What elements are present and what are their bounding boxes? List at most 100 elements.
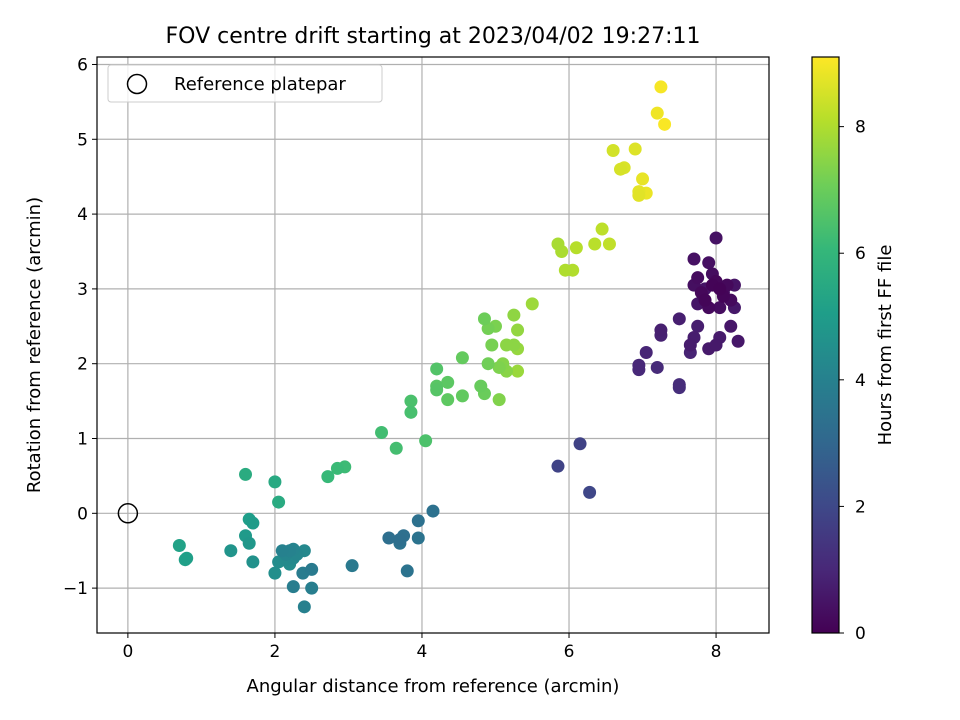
colorbar-tick-label: 4 xyxy=(855,371,866,391)
data-point xyxy=(455,351,469,365)
data-point xyxy=(569,241,583,255)
data-point xyxy=(724,319,738,333)
y-tick-label: 0 xyxy=(77,504,88,524)
data-point xyxy=(658,117,672,131)
data-point xyxy=(492,393,506,407)
y-tick-label: 6 xyxy=(77,55,88,75)
data-point xyxy=(411,531,425,545)
data-point xyxy=(500,338,514,352)
data-point xyxy=(713,282,727,296)
y-tick-label: 5 xyxy=(77,130,88,150)
y-tick-label: −1 xyxy=(63,579,88,599)
data-point xyxy=(441,393,455,407)
y-tick-label: 3 xyxy=(77,280,88,300)
data-point xyxy=(632,358,646,372)
colorbar-tick-label: 8 xyxy=(855,118,866,138)
data-point xyxy=(404,405,418,419)
grid-lines xyxy=(97,57,769,633)
data-point xyxy=(702,256,716,270)
data-point xyxy=(305,562,319,576)
data-point xyxy=(606,144,620,158)
data-point xyxy=(672,312,686,326)
data-point xyxy=(382,531,396,545)
data-point xyxy=(698,293,712,307)
y-tick-label: 2 xyxy=(77,355,88,375)
data-point xyxy=(481,357,495,371)
data-point xyxy=(441,375,455,389)
data-point xyxy=(172,538,186,552)
data-point xyxy=(613,162,627,176)
x-axis-label: Angular distance from reference (arcmin) xyxy=(247,676,620,697)
data-point xyxy=(404,394,418,408)
data-point xyxy=(180,551,194,565)
x-tick-label: 4 xyxy=(417,642,428,662)
data-point xyxy=(426,504,440,518)
data-point xyxy=(242,536,256,550)
data-point xyxy=(485,338,499,352)
chart-title: FOV centre drift starting at 2023/04/02 … xyxy=(166,24,701,49)
data-point xyxy=(672,378,686,392)
data-point xyxy=(297,600,311,614)
data-point xyxy=(474,379,488,393)
data-point xyxy=(321,470,335,484)
data-point xyxy=(239,467,253,481)
x-axis-ticks: 0 2 4 6 8 xyxy=(122,633,721,662)
data-point xyxy=(492,360,506,374)
colorbar-tick-label: 0 xyxy=(855,624,866,644)
data-point xyxy=(573,437,587,451)
data-points xyxy=(172,80,745,614)
data-point xyxy=(551,459,565,473)
data-point xyxy=(400,564,414,578)
data-point xyxy=(430,362,444,376)
data-point xyxy=(731,334,745,348)
colorbar: 0 2 4 6 8 Hours from first FF file xyxy=(811,56,896,644)
data-point xyxy=(455,389,469,403)
colorbar-frame xyxy=(811,56,840,634)
plot-frame xyxy=(96,56,770,634)
data-point xyxy=(525,297,539,311)
data-point xyxy=(683,338,697,352)
data-point xyxy=(389,441,403,455)
y-tick-label: 1 xyxy=(77,430,88,450)
data-point xyxy=(632,188,646,202)
data-point xyxy=(558,263,572,277)
data-point xyxy=(430,383,444,397)
colorbar-gradient xyxy=(812,57,839,633)
data-point xyxy=(268,475,282,489)
y-axis-ticks: −1 0 1 2 3 4 5 6 xyxy=(63,55,97,599)
data-point xyxy=(286,580,300,594)
reference-point-marker xyxy=(117,503,139,524)
data-point xyxy=(650,360,664,374)
data-point xyxy=(583,485,597,499)
data-point xyxy=(246,555,260,569)
colorbar-ticks: 0 2 4 6 8 xyxy=(839,118,866,644)
x-tick-label: 2 xyxy=(270,642,281,662)
legend: Reference platepar xyxy=(107,64,383,103)
data-point xyxy=(654,80,668,94)
legend-box xyxy=(107,64,383,103)
data-point xyxy=(268,566,282,580)
data-point xyxy=(709,231,723,245)
data-point xyxy=(511,323,525,337)
legend-entry-label: Reference platepar xyxy=(174,74,346,95)
data-point xyxy=(636,172,650,186)
data-point xyxy=(345,559,359,573)
reference-marker-group xyxy=(117,503,139,524)
colorbar-tick-label: 2 xyxy=(855,497,866,517)
data-point xyxy=(595,222,609,236)
data-point xyxy=(650,106,664,120)
x-tick-label: 8 xyxy=(711,642,722,662)
data-point xyxy=(628,142,642,156)
data-point xyxy=(224,544,238,558)
data-point xyxy=(691,271,705,285)
data-point xyxy=(375,426,389,440)
data-point xyxy=(272,495,286,509)
colorbar-label: Hours from first FF file xyxy=(875,245,896,446)
data-point xyxy=(330,461,344,475)
data-point xyxy=(588,237,602,251)
data-point xyxy=(551,237,565,251)
data-point xyxy=(507,308,521,322)
data-point xyxy=(477,312,491,326)
data-point xyxy=(639,345,653,359)
